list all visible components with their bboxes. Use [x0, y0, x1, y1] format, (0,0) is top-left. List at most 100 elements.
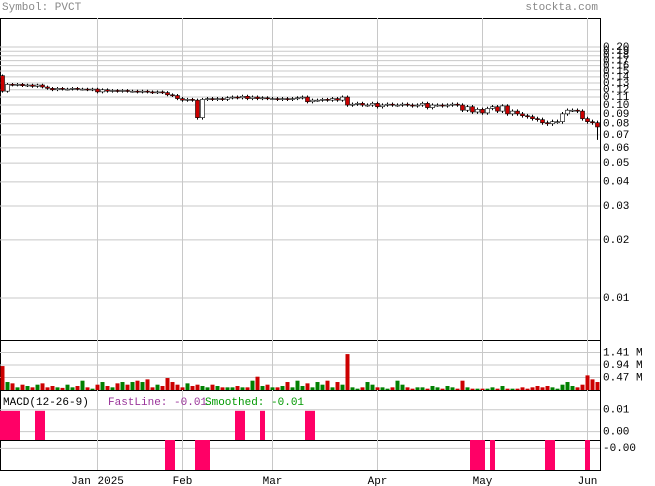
candle-body: [525, 115, 530, 118]
bar: [270, 387, 275, 390]
candle-body: [415, 104, 420, 107]
candle-body: [90, 88, 95, 91]
bar: [240, 410, 245, 440]
bar: [95, 384, 100, 390]
bar: [515, 388, 520, 390]
candle-body: [335, 98, 340, 101]
candle-body: [570, 109, 575, 112]
bar: [65, 384, 70, 390]
bar: [60, 387, 65, 390]
bar: [145, 379, 150, 390]
candle-body: [195, 99, 200, 118]
candle-body: [130, 90, 135, 93]
candle-body: [370, 103, 375, 106]
bar: [190, 386, 195, 390]
panel-frame: [0, 440, 601, 471]
bar: [415, 387, 420, 390]
candle-body: [200, 99, 205, 118]
bar: [475, 440, 480, 470]
bar: [40, 410, 45, 440]
bar: [255, 376, 260, 390]
bar: [410, 388, 415, 390]
bar: [455, 388, 460, 390]
bar: [185, 383, 190, 390]
candle-body: [500, 105, 505, 112]
y-tick-label: 0.14: [603, 72, 630, 84]
candle-body: [465, 106, 470, 111]
y-tick-label: -0.00: [603, 443, 636, 455]
bar: [390, 387, 395, 390]
bar: [275, 387, 280, 390]
bar: [480, 440, 485, 470]
bar: [360, 387, 365, 390]
y-tick-label: 0.07: [603, 130, 629, 142]
bar: [550, 387, 555, 390]
candle-body: [430, 104, 435, 108]
candle-body: [435, 104, 440, 107]
candle-body: [495, 106, 500, 112]
bar: [205, 387, 210, 390]
candle-body: [60, 88, 65, 90]
y-tick-label: 0.05: [603, 158, 629, 170]
candle-body: [585, 118, 590, 122]
bar: [460, 380, 465, 390]
bar: [385, 388, 390, 390]
candle-body: [10, 84, 15, 86]
candle-body: [520, 113, 525, 117]
y-tick-label: 0.01: [603, 293, 630, 305]
bar: [290, 387, 295, 390]
bar: [160, 386, 165, 390]
candle-body: [375, 103, 380, 108]
bar: [510, 388, 515, 390]
bar: [35, 384, 40, 390]
candle-body: [35, 84, 40, 87]
candle-body: [95, 88, 100, 93]
candle-body: [555, 121, 560, 123]
bar: [45, 387, 50, 390]
bar: [355, 388, 360, 390]
bar: [235, 410, 240, 440]
bar: [250, 380, 255, 390]
candle-body: [45, 86, 50, 89]
candle-body: [80, 88, 85, 91]
bar: [495, 388, 500, 390]
bar: [380, 387, 385, 390]
bar: [40, 383, 45, 390]
candle-body: [75, 88, 80, 90]
candle-body: [5, 84, 10, 92]
candle-body: [580, 110, 585, 119]
x-tick-label: Apr: [368, 476, 388, 486]
bar: [315, 382, 320, 390]
candle-body: [145, 90, 150, 93]
bar: [200, 440, 205, 470]
candle-body: [260, 97, 265, 100]
y-tick-label: 0.19: [603, 46, 629, 58]
bar: [5, 410, 10, 440]
candle-body: [350, 103, 355, 106]
candle-body: [170, 94, 175, 97]
candle-body: [310, 99, 315, 103]
bar: [205, 440, 210, 470]
candle-body: [365, 104, 370, 107]
y-tick-label: 0.11: [603, 92, 630, 104]
bar: [75, 386, 80, 390]
bar: [15, 410, 20, 440]
candle-body: [425, 103, 430, 108]
y-tick-label: 0.04: [603, 177, 630, 189]
bar: [585, 440, 590, 470]
bar: [195, 384, 200, 390]
candle-body: [250, 96, 255, 99]
annotation: FastLine: -0.01: [108, 397, 207, 409]
bar: [325, 380, 330, 390]
candle-body: [330, 98, 335, 101]
candle-body: [360, 103, 365, 106]
candle-body: [450, 103, 455, 106]
candle-body: [50, 88, 55, 91]
source: stockta.com: [525, 2, 598, 14]
x-tick-label: Mar: [263, 476, 283, 486]
candle-body: [210, 98, 215, 100]
candle-body: [290, 98, 295, 100]
x-tick-label: Jun: [578, 476, 598, 486]
bar: [485, 388, 490, 390]
